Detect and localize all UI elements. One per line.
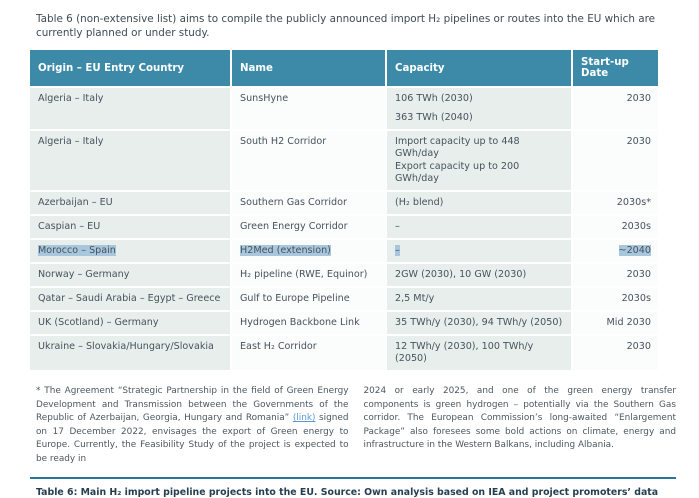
cell-origin: Morocco – Spain [30,240,232,264]
cell-origin: Algeria – Italy [30,131,232,192]
cell-capacity: Import capacity up to 448 GWh/day Export … [387,131,573,192]
cell-capacity: 2,5 Mt/y [387,288,573,312]
header-origin: Origin – EU Entry Country [30,50,232,86]
cell-name: SunsHyne [232,86,387,131]
cell-name: H₂ pipeline (RWE, Equinor) [232,264,387,288]
cell-origin: Algeria – Italy [30,86,232,131]
divider-rule [30,476,676,479]
capacity-line: 35 TWh/y (2030), 94 TWh/y (2050) [395,317,563,328]
table-row: Algeria – Italy SunsHyne 106 TWh (2030) 363… [30,86,658,131]
cell-name: Green Energy Corridor [232,216,387,240]
cell-origin: Qatar – Saudi Arabia – Egypt – Greece [30,288,232,312]
cell-capacity: 2GW (2030), 10 GW (2030) [387,264,573,288]
cell-name: H2Med (extension) [232,240,387,264]
cell-capacity: 12 TWh/y (2030), 100 TWh/y (2050) [387,336,573,372]
capacity-line: – [395,221,400,232]
cell-capacity: – [387,216,573,240]
table-row: Azerbaijan – EU Southern Gas Corridor (H₂ … [30,192,658,216]
capacity-line: Import capacity up to 448 GWh/day [395,136,520,159]
table-header: Origin – EU Entry Country Name Capacity … [30,50,658,86]
header-startup: Start-up Date [573,50,658,86]
intro-paragraph: Table 6 (non-extensive list) aims to com… [36,13,656,39]
capacity-line: 12 TWh/y (2030), 100 TWh/y (2050) [395,341,534,364]
cell-startup-date: 2030 [573,131,658,192]
capacity-line: 2GW (2030), 10 GW (2030) [395,269,527,280]
cell-origin: Ukraine – Slovakia/Hungary/Slovakia [30,336,232,372]
cell-origin: Azerbaijan – EU [30,192,232,216]
cell-startup-date: 2030 [573,264,658,288]
table-row: Ukraine – Slovakia/Hungary/Slovakia East … [30,336,658,372]
capacity-line: – [395,245,400,256]
footnote: * The Agreement “Strategic Partnership i… [36,385,676,467]
cell-startup-date: 2030 [573,336,658,372]
cell-capacity: – [387,240,573,264]
capacity-line: Export capacity up to 200 GWh/day [395,161,520,184]
footnote-left-column: * The Agreement “Strategic Partnership i… [36,385,349,467]
cell-origin: Norway – Germany [30,264,232,288]
cell-capacity: 106 TWh (2030) 363 TWh (2040) [387,86,573,131]
cell-origin: Caspian – EU [30,216,232,240]
table-body: Algeria – Italy SunsHyne 106 TWh (2030) 363… [30,86,658,372]
header-name: Name [232,50,387,86]
pipelines-table: Origin – EU Entry Country Name Capacity … [30,50,658,372]
capacity-line: 2,5 Mt/y [395,293,435,304]
cell-name: Hydrogen Backbone Link [232,312,387,336]
cell-startup-date: 2030s [573,216,658,240]
footnote-right-column: 2024 or early 2025, and one of the green… [363,386,677,451]
capacity-line: (H₂ blend) [395,197,444,208]
cell-capacity: (H₂ blend) [387,192,573,216]
capacity-line: 363 TWh (2040) [395,112,473,123]
table-row: Morocco – Spain H2Med (extension) – ~2040 [30,240,658,264]
table-row: Qatar – Saudi Arabia – Egypt – Greece Gul… [30,288,658,312]
table-caption: Table 6: Main H₂ import pipeline project… [36,486,659,498]
table-row: Algeria – Italy South H2 Corridor Import c… [30,131,658,192]
table-row: UK (Scotland) – Germany Hydrogen Backbone… [30,312,658,336]
capacity-line: 106 TWh (2030) [395,93,473,104]
header-capacity: Capacity [387,50,573,86]
cell-origin: UK (Scotland) – Germany [30,312,232,336]
cell-startup-date: 2030s [573,288,658,312]
cell-name: Gulf to Europe Pipeline [232,288,387,312]
table-row: Caspian – EU Green Energy Corridor – 2030s [30,216,658,240]
footnote-left-text-before: * The Agreement “Strategic Partnership i… [36,386,349,424]
document-page: Table 6 (non-extensive list) aims to com… [0,13,699,498]
cell-startup-date: 2030s* [573,192,658,216]
cell-startup-date: ~2040 [573,240,658,264]
cell-name: East H₂ Corridor [232,336,387,372]
cell-capacity: 35 TWh/y (2030), 94 TWh/y (2050) [387,312,573,336]
cell-name: South H2 Corridor [232,131,387,192]
cell-startup-date: 2030 [573,86,658,131]
footnote-link[interactable]: (link) [292,413,316,424]
cell-name: Southern Gas Corridor [232,192,387,216]
cell-startup-date: Mid 2030 [573,312,658,336]
table-row: Norway – Germany H₂ pipeline (RWE, Equino… [30,264,658,288]
